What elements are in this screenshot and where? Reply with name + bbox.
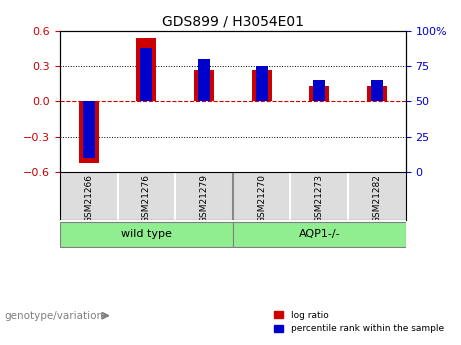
Text: AQP1-/-: AQP1-/- [298, 229, 340, 239]
Bar [194, 70, 214, 101]
Text: GSM21273: GSM21273 [315, 174, 324, 223]
Text: wild type: wild type [121, 229, 172, 239]
Text: GSM21270: GSM21270 [257, 174, 266, 223]
Bar [136, 38, 156, 101]
Text: genotype/variation: genotype/variation [5, 311, 104, 321]
Bar [140, 48, 153, 101]
FancyBboxPatch shape [233, 221, 406, 247]
Text: GSM21276: GSM21276 [142, 174, 151, 223]
Title: GDS899 / H3054E01: GDS899 / H3054E01 [162, 14, 304, 29]
Bar [309, 86, 329, 101]
Bar [83, 101, 95, 158]
Legend: log ratio, percentile rank within the sample: log ratio, percentile rank within the sa… [271, 307, 447, 337]
Bar [313, 80, 325, 101]
Text: GSM21282: GSM21282 [372, 174, 381, 223]
Bar [198, 59, 210, 101]
Bar [252, 70, 272, 101]
FancyBboxPatch shape [60, 221, 233, 247]
Bar [371, 80, 383, 101]
Bar [255, 66, 268, 101]
Bar [79, 101, 99, 162]
Bar [367, 86, 387, 101]
Text: GSM21279: GSM21279 [200, 174, 208, 223]
Text: GSM21266: GSM21266 [84, 174, 93, 223]
